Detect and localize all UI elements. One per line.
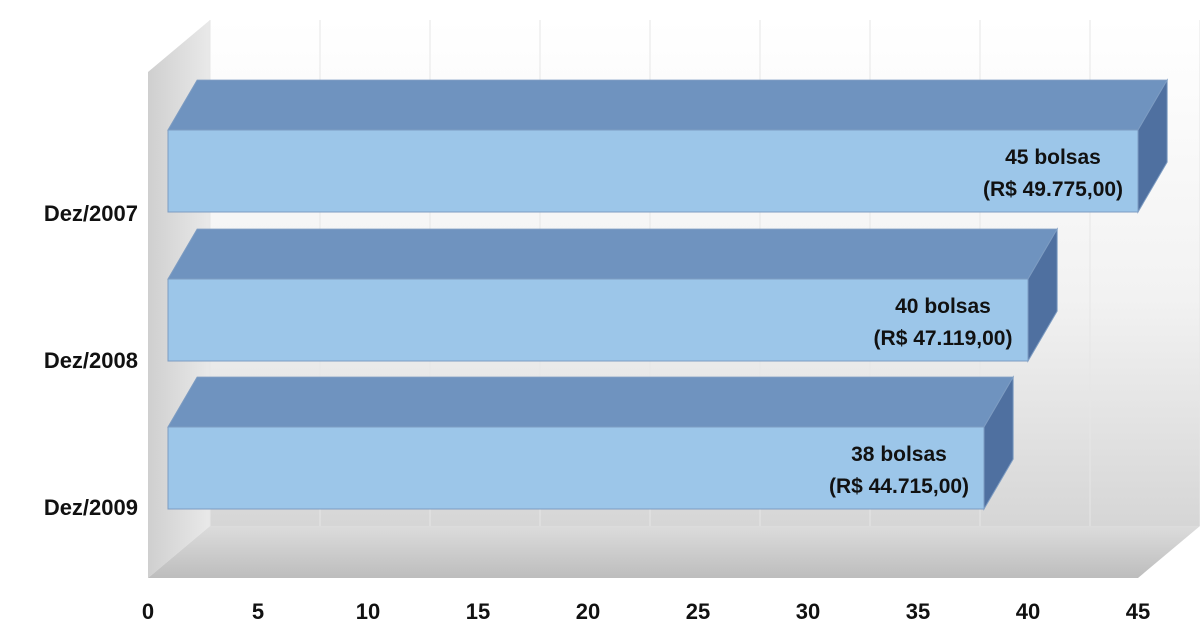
bar-top	[167, 79, 1169, 131]
x-tick-label: 5	[252, 599, 264, 624]
bar	[167, 129, 1139, 213]
x-tick-label: 15	[466, 599, 490, 624]
x-tick-label: 20	[576, 599, 600, 624]
bar	[167, 278, 1029, 362]
bar-group: 38 bolsas (R$ 44.715,00)	[167, 375, 1015, 511]
category-label: Dez/2007	[44, 201, 138, 226]
x-tick-label: 0	[142, 599, 154, 624]
floor	[148, 526, 1200, 578]
category-label: Dez/2008	[44, 348, 138, 373]
bar	[167, 426, 985, 510]
x-tick-label: 25	[686, 599, 710, 624]
x-tick-label: 40	[1016, 599, 1040, 624]
x-axis-ticks: 0 5 10 15 20 25 30 35 40 45	[142, 599, 1150, 624]
x-tick-label: 45	[1126, 599, 1150, 624]
data-label-count: 40 bolsas	[895, 295, 991, 318]
bar-group: 40 bolsas (R$ 47.119,00)	[167, 227, 1059, 363]
data-label-amount: (R$ 44.715,00)	[829, 475, 969, 498]
data-label-amount: (R$ 49.775,00)	[983, 178, 1123, 201]
bar-group: 45 bolsas (R$ 49.775,00)	[167, 78, 1169, 214]
data-label-count: 38 bolsas	[851, 443, 947, 466]
bar-top	[167, 376, 1015, 428]
category-label: Dez/2009	[44, 495, 138, 520]
x-tick-label: 35	[906, 599, 930, 624]
bar-top	[167, 228, 1059, 280]
y-axis-categories: Dez/2007 Dez/2008 Dez/2009	[44, 201, 138, 520]
data-label-count: 45 bolsas	[1005, 146, 1101, 169]
bars: 45 bolsas (R$ 49.775,00) 40 bolsas (R$ 47.1…	[167, 78, 1169, 511]
x-tick-label: 30	[796, 599, 820, 624]
data-label-amount: (R$ 47.119,00)	[874, 327, 1013, 350]
x-tick-label: 10	[356, 599, 380, 624]
